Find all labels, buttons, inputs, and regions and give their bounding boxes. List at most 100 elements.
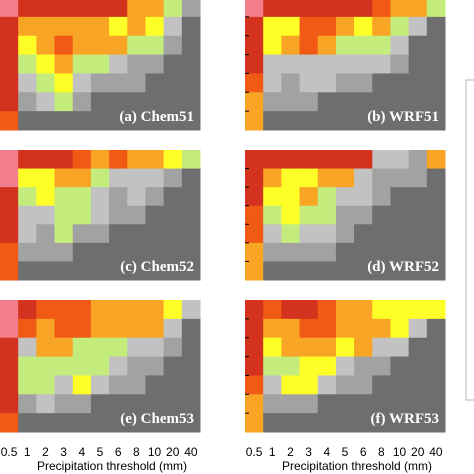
heatmap-cell [372, 187, 391, 207]
heatmap-cell [408, 300, 428, 320]
panel-label: (c) Chem52 [120, 259, 194, 275]
heatmap-cell [72, 54, 92, 74]
heatmap-cell [109, 16, 128, 37]
heatmap-cell [263, 150, 282, 170]
heatmap-cell [18, 413, 37, 433]
x-tick-label: 6 [115, 445, 122, 459]
heatmap-cell [0, 111, 19, 131]
x-tick-label: 10 [393, 445, 407, 459]
heatmap-cell [36, 300, 56, 320]
heatmap-cell [181, 92, 201, 112]
heatmap-cell [145, 242, 165, 262]
heatmap-cell [127, 261, 146, 281]
heatmap-cell [90, 205, 110, 225]
heatmap-cell [335, 318, 355, 339]
heatmap-cell [18, 0, 37, 18]
heatmap-cell [18, 35, 37, 56]
heatmap-cell [181, 73, 201, 93]
heatmap-cell [145, 150, 165, 170]
heatmap-cell [245, 356, 264, 376]
heatmap-cell [354, 375, 373, 395]
heatmap-cell [36, 337, 56, 358]
heatmap-cell [372, 168, 391, 188]
heatmap-cell [0, 16, 19, 37]
heatmap-cell [127, 187, 146, 207]
heatmap-cell [90, 35, 110, 56]
heatmap-cell [145, 300, 165, 320]
heatmap-cell [54, 413, 74, 433]
x-tick-label: 8 [133, 445, 140, 459]
heatmap-cell [0, 394, 19, 414]
heatmap-cell [354, 168, 373, 188]
heatmap-cell [408, 261, 428, 281]
heatmap-cell [181, 16, 201, 37]
heatmap-cell [90, 168, 110, 188]
heatmap-cell [354, 92, 373, 112]
heatmap-cell [36, 224, 56, 244]
heatmap-cell [390, 54, 410, 74]
x-axis-title: Precipitation threshold (mm) [37, 459, 187, 473]
heatmap-cell [90, 261, 110, 281]
heatmap-cell [0, 187, 19, 207]
heatmap-cell [18, 261, 37, 281]
heatmap-cell [390, 111, 410, 131]
heatmap-cell [36, 205, 56, 225]
heatmap-cell [372, 92, 391, 112]
heatmap-cell [145, 0, 165, 18]
x-tick-label: 5 [342, 445, 349, 459]
heatmap-cell [145, 205, 165, 225]
heatmap-cell [281, 35, 301, 56]
heatmap-cell [163, 73, 183, 93]
x-tick-label: 20 [411, 445, 425, 459]
heatmap-cell [145, 356, 165, 376]
heatmap-cell [0, 54, 19, 74]
heatmap-cell [0, 261, 19, 281]
heatmap-cell [390, 224, 410, 244]
heatmap-cell [426, 224, 446, 244]
heatmap-cell [90, 111, 110, 131]
heatmap-cell [426, 16, 446, 37]
heatmap-cell [335, 394, 355, 414]
heatmap-cell [245, 261, 264, 281]
heatmap-cell [390, 187, 410, 207]
heatmap-cell [18, 150, 37, 170]
heatmap-cell [426, 337, 446, 358]
heatmap-cell [90, 375, 110, 395]
heatmap-cell [354, 356, 373, 376]
heatmap-cell [317, 73, 337, 93]
x-axis-title: Precipitation threshold (mm) [282, 459, 432, 473]
heatmap-cell [317, 394, 337, 414]
heatmap-cell [390, 168, 410, 188]
heatmap-cell [145, 375, 165, 395]
heatmap-cell [36, 413, 56, 433]
heatmap-cell [263, 35, 282, 56]
heatmap-cell [90, 413, 110, 433]
heatmap-cell [163, 0, 183, 18]
heatmap-cell [163, 394, 183, 414]
heatmap-cell [0, 150, 19, 170]
heatmap-cell [72, 413, 92, 433]
heatmap-cell [317, 300, 337, 320]
heatmap-cell [72, 356, 92, 376]
heatmap-cell [354, 413, 373, 433]
heatmap-cell [299, 54, 319, 74]
heatmap-cell [299, 73, 319, 93]
heatmap-cell [54, 394, 74, 414]
heatmap-cell [426, 394, 446, 414]
heatmap-cell [263, 111, 282, 131]
heatmap-cell [109, 111, 128, 131]
heatmap-cell [299, 168, 319, 188]
heatmap-cell [72, 337, 92, 358]
heatmap-cell [109, 413, 128, 433]
heatmap-cell [245, 0, 264, 18]
heatmap-cell [163, 375, 183, 395]
heatmap-cell [109, 356, 128, 376]
heatmap-cell [426, 187, 446, 207]
heatmap-cell [390, 375, 410, 395]
heatmap-cell [127, 242, 146, 262]
heatmap-cell [245, 242, 264, 262]
heatmap-cell [90, 242, 110, 262]
heatmap-cell [245, 394, 264, 414]
heatmap-cell [372, 54, 391, 74]
heatmap-cell [426, 300, 446, 320]
